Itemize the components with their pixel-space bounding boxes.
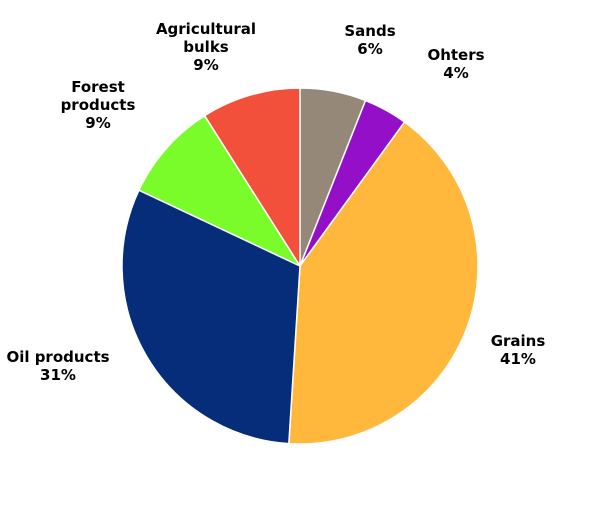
label-sands-line-0: Sands xyxy=(344,22,395,40)
label-oil-products-line-0: Oil products xyxy=(6,348,109,366)
label-oil-products-line-1: 31% xyxy=(40,366,76,384)
label-forest-products-line-2: 9% xyxy=(85,114,110,132)
pie-slices xyxy=(121,87,479,445)
label-agricultural-bulks-line-0: Agricultural xyxy=(156,20,256,38)
slice-agricultural-bulks xyxy=(203,87,301,267)
label-ohters: Ohters 4% xyxy=(427,46,484,82)
label-sands: Sands 6% xyxy=(344,22,395,58)
label-grains-line-1: 41% xyxy=(500,350,536,368)
slice-oil-products xyxy=(121,189,301,445)
label-oil-products: Oil products 31% xyxy=(6,348,109,384)
label-grains-line-0: Grains xyxy=(491,332,546,350)
label-forest-products-line-1: products xyxy=(61,96,136,114)
label-ohters-line-1: 4% xyxy=(443,64,468,82)
label-ohters-line-0: Ohters xyxy=(427,46,484,64)
label-grains: Grains 41% xyxy=(491,332,546,368)
label-agricultural-bulks: Agricultural bulks 9% xyxy=(156,20,256,74)
label-sands-line-1: 6% xyxy=(357,40,382,58)
label-forest-products: Forest products 9% xyxy=(61,78,136,132)
pie-labels: Sands 6% Ohters 4% Grains 41% Oil products 31% F… xyxy=(6,20,545,384)
label-agricultural-bulks-line-2: 9% xyxy=(193,56,218,74)
label-forest-products-line-0: Forest xyxy=(71,78,125,96)
label-agricultural-bulks-line-1: bulks xyxy=(183,38,229,56)
slice-forest-products xyxy=(138,114,301,267)
slice-grains xyxy=(288,121,479,445)
